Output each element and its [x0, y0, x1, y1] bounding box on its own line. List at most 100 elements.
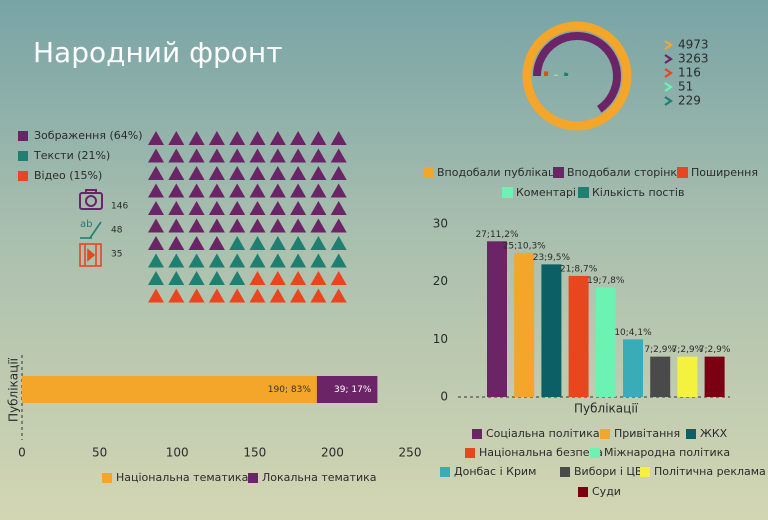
- waffle-cell: [168, 271, 185, 285]
- waffle-cell: [249, 183, 266, 198]
- bar: [568, 275, 589, 397]
- waffle-cell: [249, 288, 266, 303]
- y-tick-label: 0: [440, 390, 448, 404]
- waffle-cell: [168, 131, 185, 145]
- waffle-cell: [208, 183, 225, 198]
- waffle-cell: [249, 131, 266, 145]
- waffle-cell: [188, 271, 205, 285]
- bar: [595, 287, 616, 397]
- waffle-cell: [188, 253, 205, 268]
- legend-swatch: [472, 429, 482, 439]
- waffle-cell: [290, 166, 307, 180]
- legend-swatch: [440, 467, 450, 477]
- legend-label: Привітання: [614, 427, 680, 440]
- waffle-cell: [310, 183, 327, 198]
- waffle-cell: [290, 236, 307, 250]
- waffle-cell: [229, 236, 246, 250]
- x-tick-label: 150: [243, 446, 266, 460]
- waffle-cell: [229, 166, 246, 180]
- waffle-cell: [249, 218, 266, 233]
- legend-swatch: [578, 487, 588, 497]
- waffle-cell: [148, 271, 164, 285]
- waffle-cell: [229, 148, 246, 163]
- chevron: [664, 82, 673, 92]
- bar-value-label: 25;10,3%: [503, 241, 547, 251]
- legend-label: Міжнародна політика: [604, 446, 730, 459]
- waffle-cell: [269, 148, 286, 163]
- bar: [623, 339, 643, 397]
- waffle-cell: [330, 148, 347, 163]
- waffle-cell: [208, 288, 225, 303]
- legend-label: Коментарі: [516, 186, 576, 199]
- bar-value-label: 10;4,1%: [614, 328, 652, 338]
- waffle-cell: [188, 131, 205, 145]
- legend-label: Вподобали публікації: [437, 166, 563, 179]
- waffle-cell: [148, 166, 164, 180]
- waffle-cell: [290, 201, 307, 215]
- waffle-cell: [168, 218, 185, 233]
- waffle-cell: [290, 253, 307, 268]
- x-tick-label: 200: [321, 446, 344, 460]
- waffle-cell: [310, 201, 327, 215]
- waffle-cell: [269, 271, 286, 285]
- waffle-cell: [208, 271, 225, 285]
- waffle-cell: [330, 288, 347, 303]
- legend-label: Поширення: [691, 166, 758, 179]
- waffle-cell: [269, 236, 286, 250]
- waffle-cell: [148, 201, 164, 215]
- chevron: [664, 96, 673, 106]
- waffle-cell: [229, 253, 246, 268]
- bar: [650, 356, 671, 397]
- waffle-cell: [330, 218, 347, 233]
- legend-label: Національна тематика: [116, 471, 248, 484]
- bar: [704, 356, 725, 397]
- waffle-cell: [168, 288, 185, 303]
- bar-value-label: 27;11,2%: [475, 230, 519, 240]
- waffle-cell: [310, 131, 327, 145]
- legend-swatch: [553, 167, 564, 178]
- waffle-cell: [269, 183, 286, 198]
- legend-label: Політична реклама: [654, 465, 766, 478]
- waffle-cell: [188, 201, 205, 215]
- bar-value-label: 39; 17%: [334, 385, 372, 395]
- bar: [677, 356, 698, 397]
- waffle-cell: [310, 288, 327, 303]
- waffle-cell: [168, 166, 185, 180]
- radial-value: 229: [678, 94, 701, 108]
- legend-label: Донбас і Крим: [454, 465, 536, 478]
- waffle-cell: [249, 271, 266, 285]
- legend-swatch: [502, 187, 513, 198]
- waffle-cell: [310, 236, 327, 250]
- video-icon: [79, 243, 102, 267]
- waffle-cell: [330, 131, 347, 145]
- waffle-cell: [269, 253, 286, 268]
- legend-swatch: [640, 467, 650, 477]
- x-axis-label: Публікації: [574, 402, 639, 416]
- waffle-cell: [148, 148, 164, 163]
- waffle-cell: [330, 236, 347, 250]
- legend-swatch: [686, 429, 696, 439]
- waffle-cell: [330, 183, 347, 198]
- bar: [541, 264, 562, 397]
- y-tick-label: 10: [433, 332, 448, 346]
- waffle-cell: [229, 218, 246, 233]
- waffle-cell: [168, 236, 185, 250]
- waffle-cell: [290, 271, 307, 285]
- legend-label: Суди: [592, 485, 621, 498]
- bar-segment: [22, 376, 317, 403]
- bar-value-label: 190; 83%: [268, 385, 312, 395]
- waffle-cell: [168, 183, 185, 198]
- bar-value-label: 7;2,9%: [644, 345, 676, 355]
- chevron: [664, 68, 673, 78]
- text-icon: ab: [80, 219, 102, 239]
- waffle-cell: [188, 166, 205, 180]
- waffle-cell: [290, 218, 307, 233]
- waffle-cell: [148, 253, 164, 268]
- svg-text:ab: ab: [80, 219, 92, 230]
- legend-swatch: [248, 473, 258, 483]
- x-tick-label: 100: [166, 446, 189, 460]
- legend-label: Тексти (21%): [33, 149, 110, 162]
- legend-swatch: [18, 171, 28, 181]
- waffle-cell: [330, 166, 347, 180]
